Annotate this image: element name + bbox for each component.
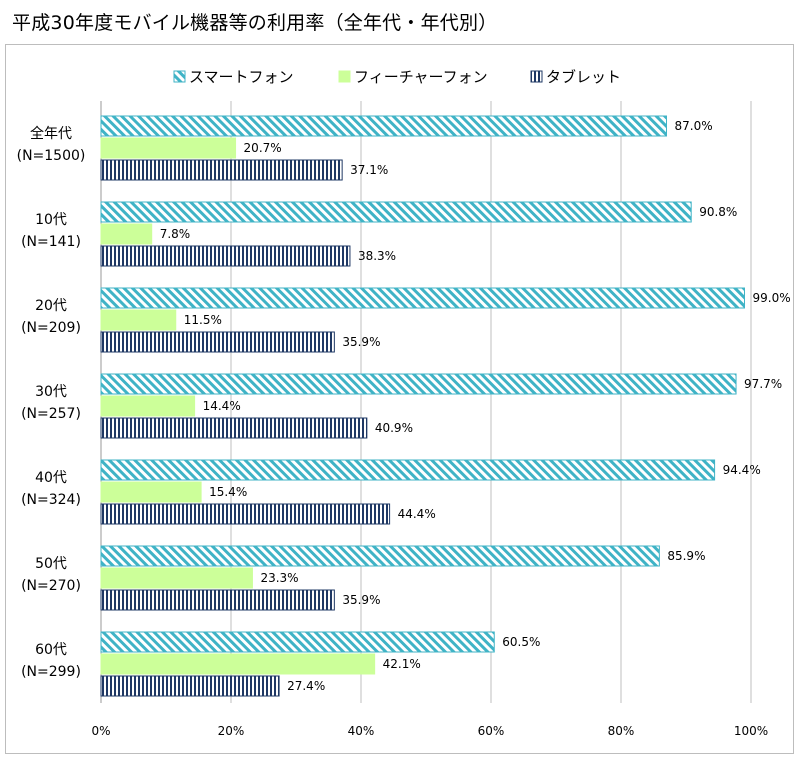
category-sublabel: (N=209) — [21, 320, 81, 336]
legend-swatch — [338, 70, 351, 83]
bar — [100, 331, 335, 353]
bar — [100, 417, 368, 439]
x-tick-label: 20% — [218, 724, 245, 738]
category-labels: 全年代 (N=1500) 10代 (N=141) 20代 (N=209) 30代 (N=257… — [17, 125, 86, 680]
bar — [100, 159, 343, 181]
legend-label: スマートフォン — [189, 68, 294, 86]
value-label: 37.1% — [350, 163, 388, 177]
bar — [100, 567, 253, 589]
category-label: 10代 — [35, 212, 67, 228]
category-sublabel: (N=270) — [21, 578, 81, 594]
category-sublabel: (N=299) — [21, 664, 81, 680]
bar — [100, 395, 196, 417]
value-label: 38.3% — [358, 249, 396, 263]
value-label: 90.8% — [699, 205, 737, 219]
value-label: 97.7% — [744, 377, 782, 391]
bar — [100, 459, 716, 481]
x-tick-label: 100% — [734, 724, 768, 738]
value-label: 85.9% — [667, 549, 705, 563]
category-sublabel: (N=1500) — [17, 148, 86, 164]
value-label: 40.9% — [375, 421, 413, 435]
value-label: 11.5% — [184, 313, 222, 327]
x-tick-labels: 0% 20% 40% 60% 80% 100% — [91, 724, 768, 738]
category-label: 40代 — [35, 470, 67, 486]
value-label: 87.0% — [675, 119, 713, 133]
bar — [100, 589, 335, 611]
legend: スマートフォン フィーチャーフォン タブレット — [173, 68, 621, 86]
value-label: 94.4% — [723, 463, 761, 477]
value-label: 15.4% — [209, 485, 247, 499]
category-label: 30代 — [35, 384, 67, 400]
value-label: 42.1% — [383, 657, 421, 671]
legend-swatch — [530, 70, 543, 83]
bar — [100, 675, 280, 697]
bar — [100, 137, 237, 159]
bar-chart: スマートフォン フィーチャーフォン タブレット 全年代 (N=1500) 10代 (N=1… — [17, 68, 791, 738]
category-label: 全年代 — [30, 125, 72, 142]
bar — [100, 503, 391, 525]
x-tick-label: 0% — [91, 724, 110, 738]
bar — [100, 245, 351, 267]
value-labels: 87.0% 20.7% 37.1% 90.8% 7.8% 38.3% 99.0% 11.5% 3… — [160, 119, 791, 693]
bar — [100, 223, 153, 245]
x-tick-label: 40% — [348, 724, 375, 738]
bar — [100, 309, 177, 331]
bar — [100, 545, 660, 567]
legend-label: フィーチャーフォン — [354, 68, 488, 86]
category-label: 60代 — [35, 642, 67, 658]
category-sublabel: (N=257) — [21, 406, 81, 422]
bar — [100, 653, 376, 675]
value-label: 44.4% — [398, 507, 436, 521]
value-label: 27.4% — [287, 679, 325, 693]
chart-frame: スマートフォン フィーチャーフォン タブレット 全年代 (N=1500) 10代 (N=1… — [5, 44, 794, 754]
value-label: 99.0% — [753, 291, 791, 305]
value-label: 23.3% — [260, 571, 298, 585]
legend-label: タブレット — [546, 68, 621, 86]
value-label: 14.4% — [203, 399, 241, 413]
bar — [100, 481, 202, 503]
x-tick-label: 80% — [608, 724, 635, 738]
category-sublabel: (N=141) — [21, 234, 81, 250]
page-title: 平成30年度モバイル機器等の利用率（全年代・年代別） — [12, 12, 498, 34]
category-sublabel: (N=324) — [21, 492, 81, 508]
value-label: 35.9% — [342, 335, 380, 349]
bar — [100, 631, 495, 653]
bar — [100, 115, 667, 137]
bar — [100, 287, 745, 309]
value-label: 60.5% — [502, 635, 540, 649]
category-label: 20代 — [35, 298, 67, 314]
bars — [100, 115, 745, 697]
value-label: 35.9% — [342, 593, 380, 607]
category-label: 50代 — [35, 556, 67, 572]
legend-swatch — [173, 70, 186, 83]
bar — [100, 373, 737, 395]
value-label: 7.8% — [160, 227, 191, 241]
bar — [100, 201, 692, 223]
grid-lines — [100, 101, 752, 703]
x-tick-label: 60% — [478, 724, 505, 738]
value-label: 20.7% — [244, 141, 282, 155]
